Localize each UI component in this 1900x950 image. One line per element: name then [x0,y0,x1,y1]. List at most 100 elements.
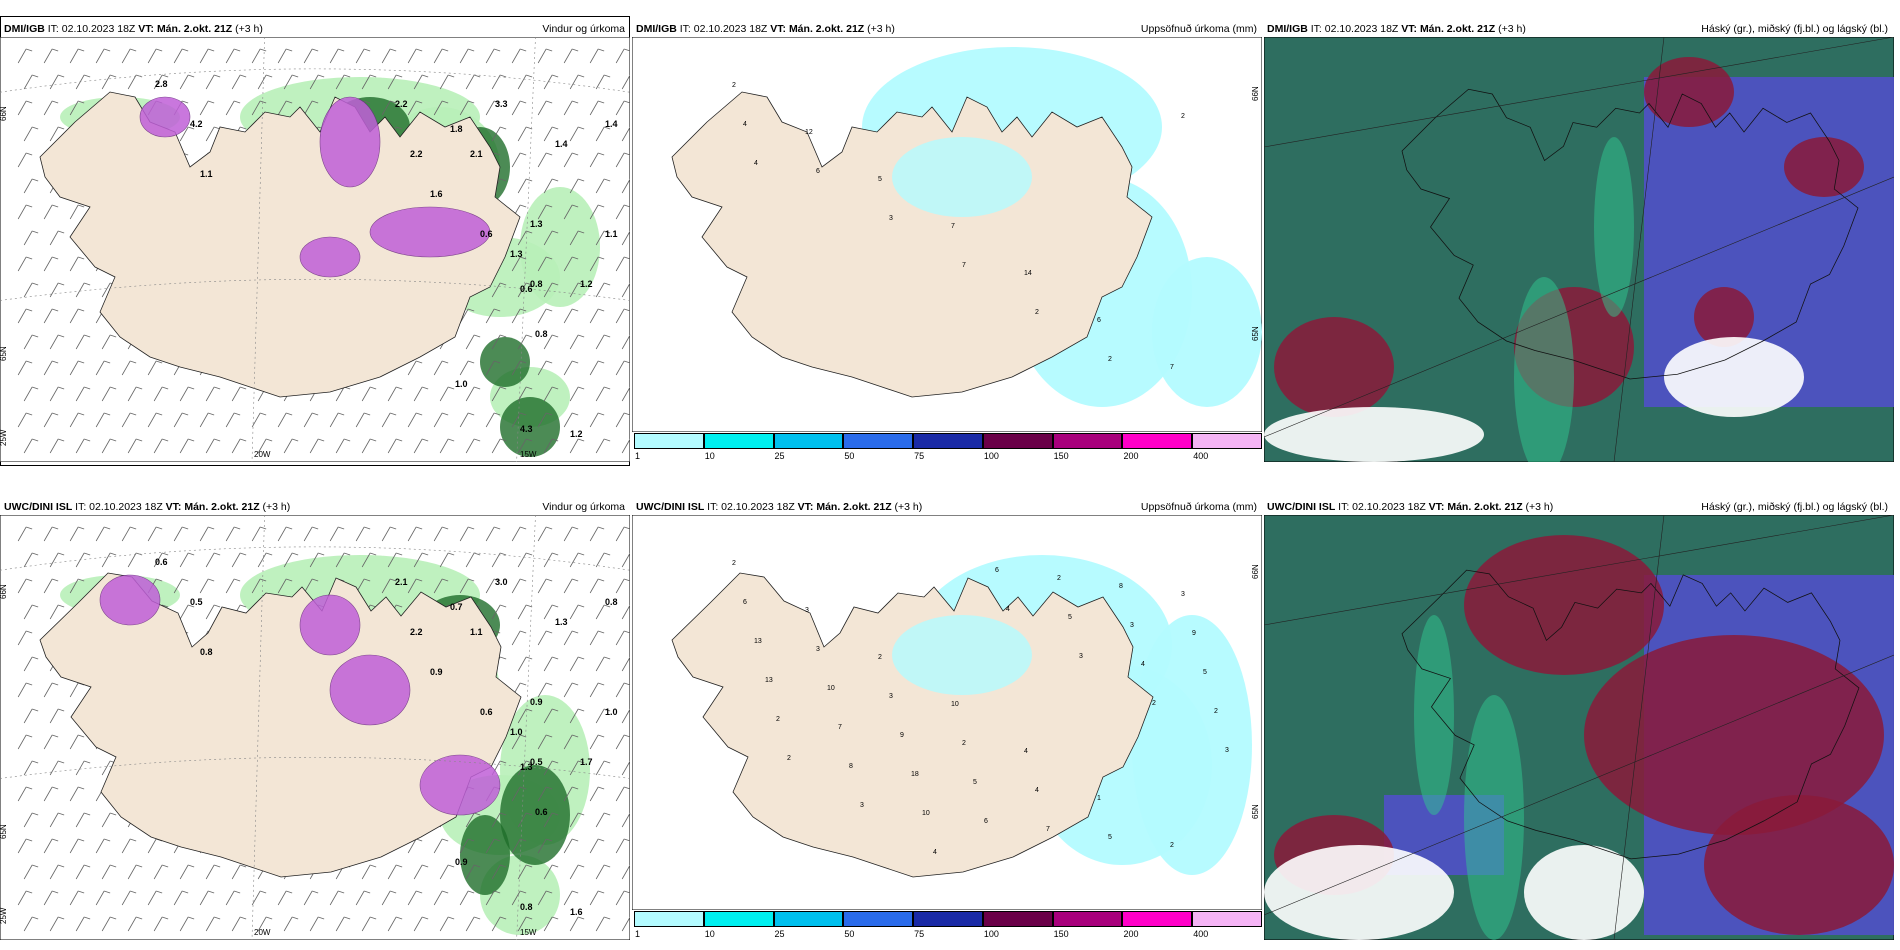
cloud-cover-map [1264,37,1894,462]
vt-label: VT: [770,23,787,35]
precip-amount-label: 3 [805,607,809,614]
precip-amount-label: 4 [1141,661,1145,668]
precip-amount-label: 3 [889,693,893,700]
colorbar-tick-label: 100 [983,929,999,939]
precip-amount-label: 3 [1225,747,1229,754]
precip-amount-label: 5 [973,779,977,786]
colorbar-tick-label: 25 [774,451,785,461]
precip-value-label: 1.1 [200,169,213,179]
precip-amount-label: 5 [1068,614,1072,621]
colorbar-tick-label: 200 [1123,451,1139,461]
precip-amount-label: 10 [827,685,835,692]
lead-time: (+3 h) [235,23,263,35]
precip-amount-label: 2 [1035,309,1039,316]
precip-amount-label: 5 [1108,834,1112,841]
precip-value-label: 1.2 [580,279,593,289]
header-tm: DMI/IGB IT: 02.10.2023 18Z VT: Mán. 2.ok… [634,21,1260,37]
precip-amount-label: 10 [951,701,959,708]
colorbar-swatch [1192,433,1262,449]
valid-time: Mán. 2.okt. 21Z [1447,501,1523,513]
vt-label: VT: [165,501,182,513]
precip-amount-label: 12 [805,129,813,136]
precip-value-label: 2.8 [155,79,168,89]
precip-value-label: 2.2 [395,99,408,109]
precip-value-label: 1.1 [605,229,618,239]
precip-value-label: 1.6 [570,907,583,917]
valid-time: Mán. 2.okt. 21Z [816,501,892,513]
colorbar-swatch [913,433,983,449]
precip-amount-label: 4 [743,121,747,128]
precip-value-label: 4.3 [520,424,533,434]
precip-amount-label: 2 [732,560,736,567]
header-br: UWC/DINI ISL IT: 02.10.2023 18Z VT: Mán.… [1265,499,1891,515]
precip-value-label: 0.5 [530,757,543,767]
precip-value-label: 0.8 [535,329,548,339]
panel-title: Uppsöfnuð úrkoma (mm) [1140,501,1257,513]
precip-value-label: 1.0 [605,707,618,717]
panel-title: Háský (gr.), miðský (fj.bl.) og lágský (… [1701,501,1888,513]
precip-amount-label: 14 [1024,270,1032,277]
colorbar-tick-label: 150 [1053,929,1069,939]
precip-amount-label: 4 [933,849,937,856]
precip-amount-label: 2 [878,654,882,661]
lat-label: 66N [0,106,8,121]
lon-label: 15W [520,450,537,459]
precip-value-label: 0.6 [480,707,493,717]
colorbar-tick-label: 50 [844,451,855,461]
precip-amount-label: 6 [1097,317,1101,324]
precip-amount-label: 2 [732,82,736,89]
colorbar-swatch [1052,433,1123,449]
model-name: UWC/DINI ISL [4,501,73,513]
precip-value-label: 3.3 [495,99,508,109]
precip-amount-label: 6 [995,567,999,574]
colorbar-tick-label: 75 [914,451,925,461]
precip-value-label: 0.5 [190,597,203,607]
colorbar-swatch [773,433,844,449]
valid-time: Mán. 2.okt. 21Z [184,501,260,513]
precip-value-label: 1.2 [570,429,583,439]
precip-amount-label: 3 [889,215,893,222]
colorbar-tick-label: 75 [914,929,925,939]
precip-amount-label: 6 [743,599,747,606]
colorbar-tick-label: 400 [1193,451,1209,461]
precip-value-label: 0.8 [530,279,543,289]
precip-value-label: 0.7 [450,602,463,612]
colorbar-swatch [1052,911,1123,927]
colorbar-tick-label: 1 [635,929,641,939]
header-bl: UWC/DINI ISL IT: 02.10.2023 18Z VT: Mán.… [2,499,628,515]
lat-label: 65N [0,346,8,361]
lon-label: 20W [254,450,271,459]
panel-title: Vindur og úrkoma [542,501,625,513]
lead-time: (+3 h) [262,501,291,513]
precip-amount-label: 7 [951,223,955,230]
lead-time: (+3 h) [1525,501,1554,513]
precip-amount-label: 4 [1024,748,1028,755]
lat-label: 66N [0,584,8,599]
precip-value-label: 2.2 [410,627,423,637]
precip-value-label: 0.6 [155,557,168,567]
precip-value-label: 2.1 [470,149,483,159]
precip-value-label: 0.8 [605,597,618,607]
colorbar-swatch [1192,911,1262,927]
init-time: IT: 02.10.2023 18Z [707,501,795,513]
precip-value-label: 0.8 [520,902,533,912]
precip-amount-label: 7 [962,262,966,269]
colorbar-swatch [982,433,1053,449]
precip-amount-label: 3 [1181,591,1185,598]
valid-time: Mán. 2.okt. 21Z [788,23,865,35]
panel-title: Háský (gr.), miðský (fj.bl.) og lágský (… [1701,23,1888,35]
precip-amount-label: 6 [984,818,988,825]
accumulated-precip-map: 2 3 2 10 4 1 2 6 3 3 2 4 5 3 13 10 9 5 7 8 9 13 7 18 6 2 3 5 2 8 10 6 5 4… [632,515,1262,910]
precip-amount-label: 2 [1057,575,1061,582]
precip-value-label: 0.6 [535,807,548,817]
precip-value-label: 2.2 [410,149,423,159]
precip-value-label: 0.6 [480,229,493,239]
accumulated-precip-map: 2 12 5 7 14 6 7 4 6 3 7 2 2 2 4 66N 65N [632,37,1262,432]
lat-label: 65N [0,824,8,839]
precip-amount-label: 2 [962,740,966,747]
colorbar-swatch [773,911,844,927]
colorbar-swatch [843,433,914,449]
lon-label: 25W [0,907,8,924]
colorbar-swatch [913,911,983,927]
cloud-cover-map [1264,515,1894,940]
